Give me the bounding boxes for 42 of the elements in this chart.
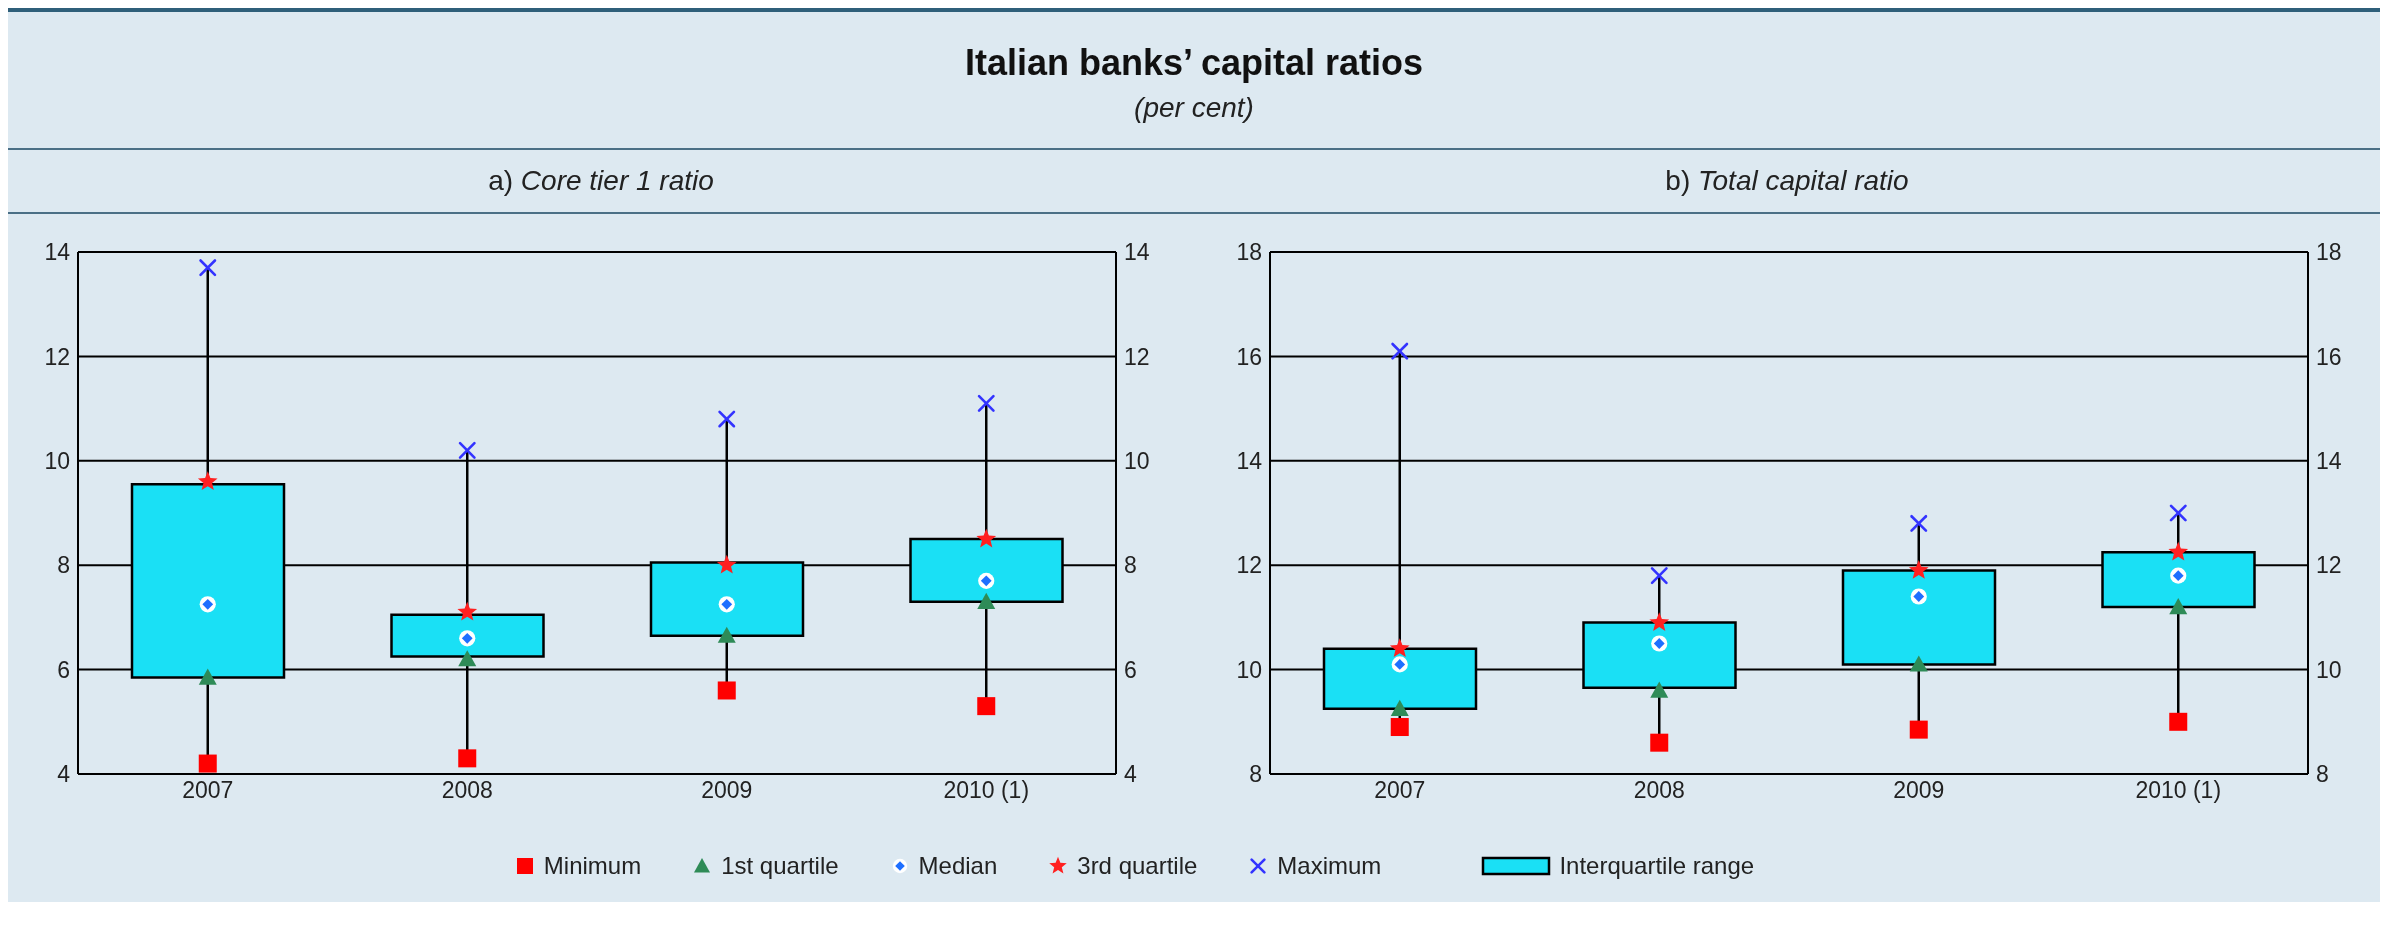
y-tick-label: 10 [44,447,70,474]
x-tick-label: 2010 (1) [943,777,1030,804]
y2-tick-label: 10 [2316,656,2342,683]
x-tick-label: 2010 (1) [2135,777,2222,804]
legend-label: Interquartile range [1559,852,1755,880]
y2-tick-label: 14 [2316,447,2342,474]
y2-tick-label: 10 [1124,447,1150,474]
legend-label: Minimum [543,852,642,880]
x-tick-label: 2009 [1893,777,1945,804]
text: a) Core tier 1 ratio [488,165,714,197]
y2-tick-label: 12 [2316,552,2342,579]
text: b) Total capital ratio [1665,165,1909,197]
y2-tick-label: 8 [2316,761,2329,788]
y2-tick-label: 6 [1124,656,1137,683]
y2-tick-label: 14 [1124,239,1150,266]
legend-label: Maximum [1277,852,1382,880]
y-tick-label: 12 [44,343,70,370]
y2-tick-label: 8 [1124,552,1137,579]
y-tick-label: 8 [1249,761,1262,788]
text: (per cent) [1133,92,1255,124]
y-tick-label: 12 [1236,552,1262,579]
y-tick-label: 14 [1236,447,1263,474]
y-tick-label: 14 [44,239,71,266]
y-tick-label: 6 [57,656,70,683]
x-tick-label: 2007 [1374,777,1426,804]
y-tick-label: 10 [1236,656,1262,683]
x-tick-label: 2009 [701,777,753,804]
y-tick-label: 4 [57,761,71,788]
legend-label: 1st quartile [721,852,839,880]
legend-label: Median [918,852,998,880]
y-tick-label: 18 [1236,239,1262,266]
y-tick-label: 8 [57,552,70,579]
y2-tick-label: 16 [2316,343,2342,370]
y2-tick-label: 12 [1124,343,1150,370]
y2-tick-label: 4 [1124,761,1137,788]
y2-tick-label: 18 [2316,239,2342,266]
legend-label: 3rd quartile [1077,852,1198,880]
x-tick-label: 2007 [182,777,234,804]
text: Italian banks’ capital ratios [963,42,1425,84]
y-tick-label: 16 [1236,343,1262,370]
x-tick-label: 2008 [441,777,493,804]
x-tick-label: 2008 [1633,777,1685,804]
